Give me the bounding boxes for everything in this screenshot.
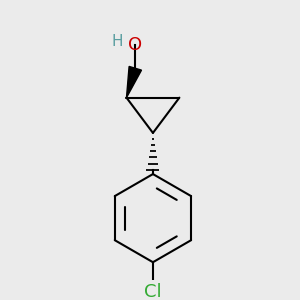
- Text: Cl: Cl: [144, 284, 162, 300]
- Text: O: O: [128, 36, 142, 54]
- Polygon shape: [127, 66, 142, 98]
- Text: H: H: [111, 34, 123, 49]
